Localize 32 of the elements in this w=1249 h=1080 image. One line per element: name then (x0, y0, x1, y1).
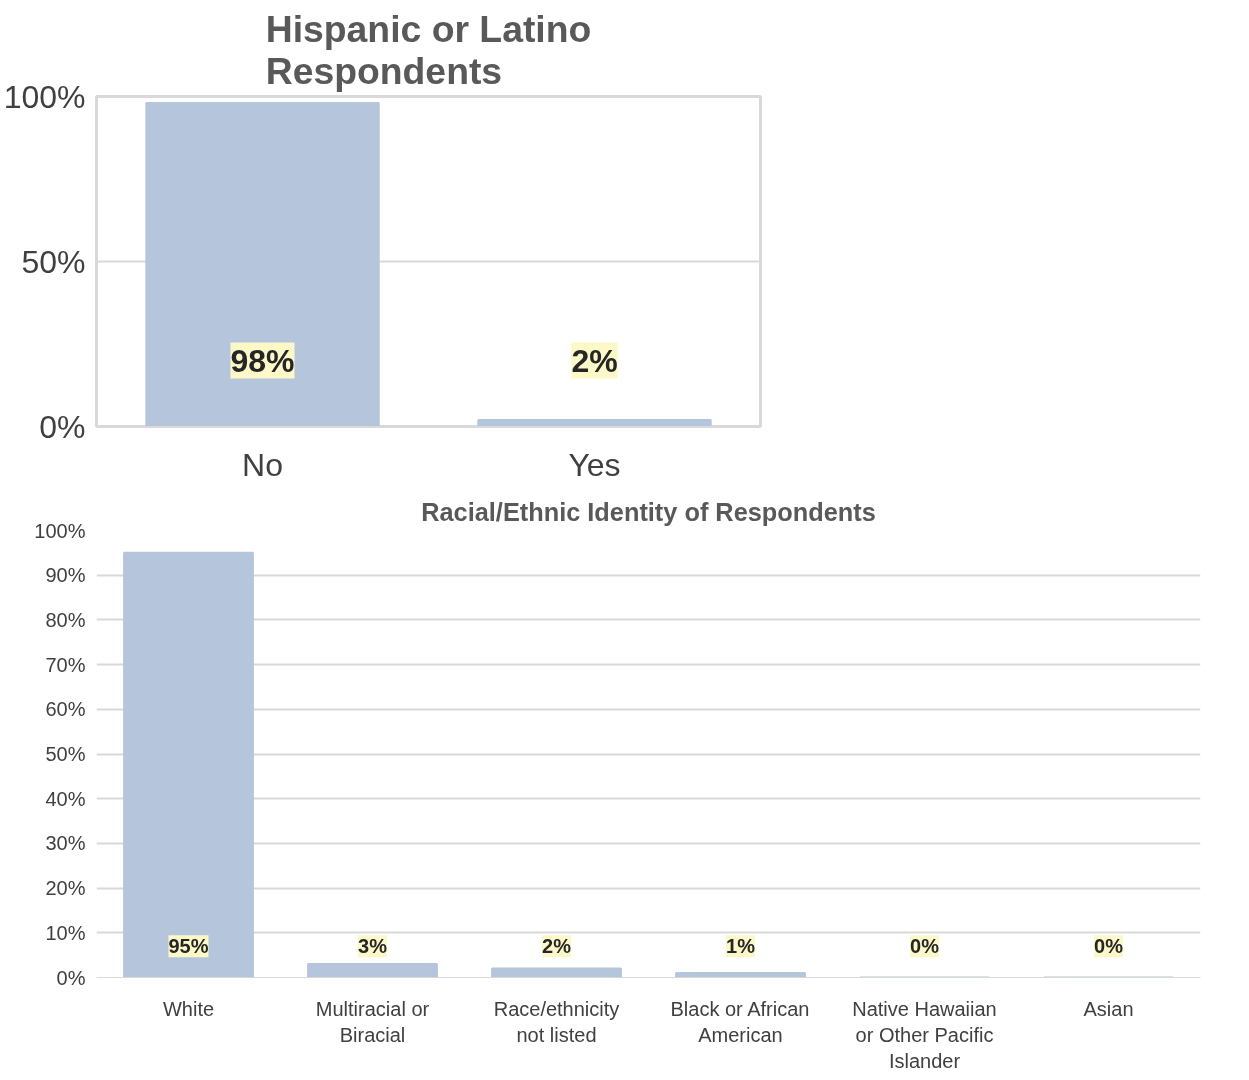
chart-title: Hispanic or Latino Respondents (265, 7, 592, 92)
y-tick-label: 100% (3, 78, 86, 115)
data-label: 95% (168, 935, 209, 958)
x-tick-label: Native Hawaiian or Other Pacific Islander (852, 997, 997, 1073)
y-tick-label: 20% (45, 877, 86, 900)
y-tick-label: 0% (56, 966, 86, 989)
y-tick-label: 0% (39, 408, 86, 445)
data-label: 2% (571, 342, 618, 379)
y-tick-label: 10% (45, 921, 86, 944)
chart-title: Racial/Ethnic Identity of Respondents (421, 497, 876, 526)
y-tick-label: 100% (34, 519, 86, 542)
x-tick-label: White (162, 997, 215, 1020)
x-tick-label: No (242, 446, 283, 483)
y-tick-label: 50% (21, 243, 86, 280)
y-tick-label: 60% (45, 698, 86, 721)
x-tick-label: Multiracial or Biracial (315, 997, 430, 1046)
data-label: 98% (230, 342, 295, 379)
data-label: 2% (542, 935, 572, 958)
data-label: 3% (358, 935, 388, 958)
x-tick-label: Asian (1083, 997, 1134, 1020)
data-label: 0% (1094, 935, 1124, 958)
x-tick-label: Race/ethnicity not listed (493, 997, 620, 1046)
x-tick-label: Black or African American (670, 997, 810, 1046)
data-label: 0% (910, 935, 940, 958)
y-tick-label: 70% (45, 653, 86, 676)
y-tick-label: 30% (45, 832, 86, 855)
data-label: 1% (726, 935, 756, 958)
y-tick-label: 90% (45, 564, 86, 587)
x-tick-label: Yes (568, 446, 621, 483)
y-tick-label: 80% (45, 608, 86, 631)
y-tick-label: 50% (45, 743, 86, 765)
y-tick-label: 40% (45, 787, 86, 810)
